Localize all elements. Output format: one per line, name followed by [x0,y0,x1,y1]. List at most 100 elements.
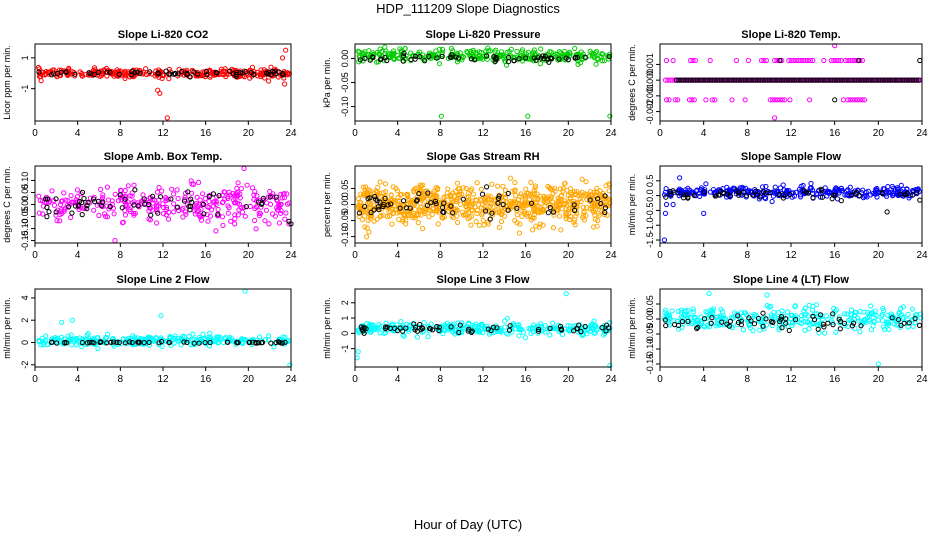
y-tick-label: 1 [340,316,350,321]
data-point [523,186,529,192]
x-tick-label: 12 [785,250,797,261]
data-point [179,68,185,75]
data-point [200,191,206,197]
data-point [826,189,833,195]
data-point [832,77,838,83]
data-point [767,97,773,103]
data-point [498,329,504,335]
data-point [361,208,367,215]
data-point [566,216,573,223]
data-point [603,183,609,189]
data-point [448,324,454,330]
data-point [425,190,431,196]
data-point [228,218,234,224]
data-point [858,77,864,83]
data-point [889,315,895,321]
data-point [866,319,872,325]
data-point [237,70,243,76]
data-point [599,325,605,331]
x-tick-label: 24 [285,250,297,261]
data-point [842,311,848,317]
data-point [547,325,553,331]
data-point [689,97,695,103]
data-point [746,315,752,321]
data-point [356,210,362,216]
data-point [800,57,806,64]
data-point [809,307,816,313]
data-point [75,203,81,209]
data-point [362,55,368,62]
data-point [530,227,536,233]
data-point [100,192,106,198]
data-point [493,207,499,213]
data-point [846,317,852,323]
y-tick-label: 2 [20,318,30,323]
data-point [69,210,75,216]
data-point [466,321,472,327]
data-point [709,315,715,321]
data-point [567,327,573,333]
data-point [59,319,65,325]
data-point [378,213,384,219]
data-point [545,183,551,189]
data-point [780,182,786,188]
data-point [253,226,259,232]
data-point [412,56,418,62]
data-point [677,175,683,181]
data-point [736,77,742,83]
y-tick-label: -0.05 [20,206,30,227]
data-point [404,191,411,198]
data-point [517,53,523,59]
data-point [821,324,827,330]
data-point [203,69,209,75]
data-point [729,97,735,103]
data-point [894,77,900,83]
data-point [468,56,475,62]
data-point [531,55,537,61]
data-point [779,325,785,331]
data-point [691,192,698,199]
data-point [738,318,744,324]
data-point [374,189,380,195]
data-point [859,318,865,324]
data-point [402,45,408,52]
data-point [552,185,558,191]
data-point [702,77,708,83]
data-point [478,49,484,56]
data-point [850,97,856,103]
data-point [694,325,700,332]
data-point [131,182,137,188]
data-point [548,55,555,62]
data-point [714,77,720,83]
panel-title: Slope Sample Flow [741,151,842,163]
data-point [860,195,867,201]
data-point [84,340,91,346]
data-point [504,49,510,56]
data-point [172,70,178,77]
data-point [158,313,164,319]
data-point [469,186,475,192]
data-point [670,201,676,208]
data-point [595,217,601,224]
data-point [191,340,197,346]
data-point [129,339,135,346]
data-point [408,212,414,219]
data-point [698,320,705,327]
data-point [373,196,379,202]
data-point [263,207,269,213]
data-point [65,333,71,339]
data-point [872,308,878,314]
data-point [122,75,128,82]
panel-title: Slope Gas Stream RH [426,151,539,163]
data-point [511,58,517,64]
data-point [787,192,793,198]
data-point [98,339,104,345]
data-point [602,209,608,216]
page-title: HDP_111209 Slope Diagnostics [376,1,560,16]
data-point [675,97,681,103]
x-tick-label: 12 [157,374,169,385]
data-point [234,74,240,80]
data-point [848,307,855,313]
data-point [720,190,726,197]
y-tick-label: -0.10 [645,339,655,360]
